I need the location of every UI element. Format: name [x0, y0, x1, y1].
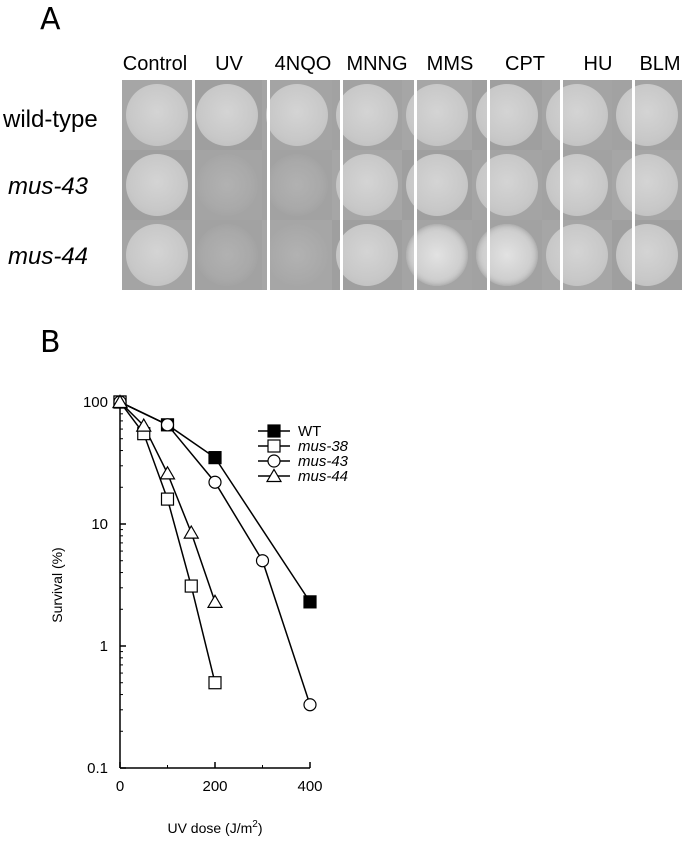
spot-cell: [192, 80, 262, 150]
lane-divider: [340, 80, 343, 290]
spot-cell: [612, 80, 682, 150]
strain-label-mus-44: mus-44: [8, 243, 89, 270]
data-point-series-3: [208, 475, 222, 489]
legend-label: mus-43: [298, 453, 349, 470]
spot-cell: [472, 150, 542, 220]
data-point-series-2: [208, 676, 222, 690]
panel-b-letter: B: [40, 325, 61, 360]
colony-spot: [616, 84, 678, 146]
colony-spot: [196, 224, 258, 286]
colony-spot: [126, 154, 188, 216]
spot-cell: [332, 150, 402, 220]
x-tick-label: 400: [297, 778, 322, 795]
colony-spot: [196, 154, 258, 216]
colony-spot: [476, 84, 538, 146]
spot-cell: [332, 220, 402, 290]
data-point-series-1: [303, 595, 317, 609]
legend-marker: [267, 454, 281, 468]
data-point-series-3: [303, 698, 317, 712]
x-tick-label: 200: [202, 778, 227, 795]
lane-divider: [192, 80, 195, 290]
lane-divider: [560, 80, 563, 290]
spot-cell: [332, 80, 402, 150]
spot-cell: [122, 80, 192, 150]
legend-marker: [265, 468, 283, 483]
spot-cell: [122, 220, 192, 290]
lane-divider: [632, 80, 635, 290]
y-tick-label: 1: [100, 638, 108, 655]
data-point-series-4: [111, 394, 129, 409]
strain-label-mus-43: mus-43: [8, 173, 89, 200]
treatment-label-4nqo: 4NQO: [274, 53, 332, 75]
colony-spot: [546, 224, 608, 286]
y-axis-title: Survival (%): [49, 547, 65, 622]
data-point-series-3: [255, 554, 270, 568]
treatment-label-control: Control: [122, 53, 188, 75]
strain-label-wild-type: wild-type: [3, 106, 98, 133]
series-line-2: [119, 401, 216, 683]
colony-spot: [616, 154, 678, 216]
data-point-series-2: [184, 579, 198, 593]
treatment-label-hu: HU: [583, 53, 613, 75]
y-tick-label: 10: [91, 516, 108, 533]
x-tick-label: 0: [116, 778, 124, 795]
colony-spot: [476, 154, 538, 216]
colony-spot: [546, 154, 608, 216]
colony-spot: [196, 84, 258, 146]
x-axis-title: UV dose (J/m2): [167, 819, 262, 836]
data-point-series-2: [160, 492, 175, 506]
data-point-series-4: [159, 465, 176, 480]
lane-divider: [414, 80, 417, 290]
spot-cell: [542, 80, 612, 150]
colony-spot: [126, 224, 188, 286]
legend-label: mus-38: [298, 438, 349, 455]
data-point-series-1: [208, 451, 222, 465]
colony-spot: [476, 224, 538, 286]
colony-spot: [616, 224, 678, 286]
colony-spot: [126, 84, 188, 146]
spot-cell: [262, 150, 332, 220]
colony-spot: [336, 154, 398, 216]
treatment-label-mnng: MNNG: [346, 53, 408, 75]
lane-divider: [267, 80, 270, 290]
colony-spot: [266, 84, 328, 146]
spot-assay-plate: [122, 80, 682, 290]
panel-a-letter: A: [40, 2, 61, 37]
spot-cell: [472, 80, 542, 150]
spot-cell: [192, 150, 262, 220]
legend-marker: [267, 439, 281, 453]
legend-label: mus-44: [298, 468, 348, 485]
spot-cell: [472, 220, 542, 290]
spot-cell: [612, 220, 682, 290]
treatment-label-mms: MMS: [426, 53, 474, 75]
data-point-series-3: [160, 418, 175, 432]
colony-spot: [546, 84, 608, 146]
spot-cell: [192, 220, 262, 290]
legend-label: WT: [298, 423, 321, 440]
spot-cell: [262, 220, 332, 290]
treatment-label-cpt: CPT: [505, 53, 545, 75]
spot-cell: [262, 80, 332, 150]
data-point-series-4: [206, 594, 224, 608]
lane-divider: [487, 80, 490, 290]
colony-spot: [336, 224, 398, 286]
colony-spot: [266, 224, 328, 286]
spot-cell: [542, 220, 612, 290]
data-point-series-4: [183, 524, 200, 539]
spot-cell: [612, 150, 682, 220]
legend-marker: [267, 424, 281, 438]
data-point-series-4: [135, 417, 152, 432]
y-tick-label: 100: [83, 394, 108, 411]
y-tick-label: 0.1: [87, 760, 108, 777]
spot-cell: [122, 150, 192, 220]
treatment-label-uv: UV: [215, 53, 243, 75]
treatment-label-blm: BLM: [639, 53, 681, 75]
colony-spot: [266, 154, 328, 216]
colony-spot: [336, 84, 398, 146]
spot-cell: [542, 150, 612, 220]
